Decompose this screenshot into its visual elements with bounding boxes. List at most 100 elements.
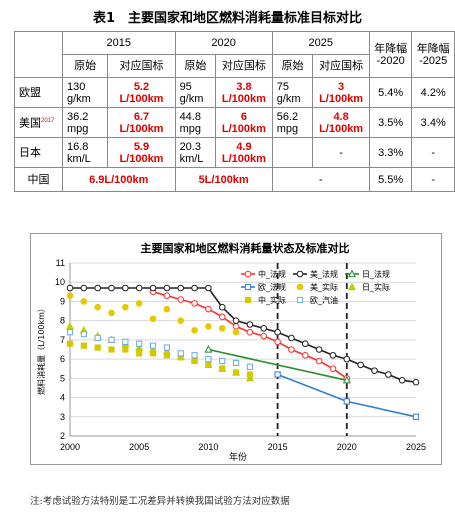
- row-label-cn: 中国: [14, 167, 63, 192]
- data-point: [66, 292, 74, 299]
- data-point: [301, 351, 309, 359]
- data-point: [246, 371, 254, 378]
- data-point: [108, 336, 115, 343]
- data-point: [149, 342, 157, 349]
- data-point: [149, 350, 157, 357]
- data-point: [205, 361, 212, 368]
- data-point: [66, 329, 74, 336]
- data-point: [398, 376, 406, 384]
- table-cell: [271, 137, 314, 168]
- data-point: [80, 298, 88, 305]
- table-cell: -: [312, 137, 370, 168]
- data-point: [274, 371, 281, 378]
- sub-header: 原始: [61, 54, 109, 78]
- series-line: [70, 287, 417, 383]
- series-line: [208, 348, 347, 382]
- y-axis-label: 燃料消耗量（L/100km）: [36, 304, 46, 395]
- data-point: [205, 323, 212, 330]
- data-point: [412, 378, 420, 386]
- data-point: [122, 346, 129, 353]
- data-point: [219, 357, 226, 365]
- data-point: [274, 338, 281, 346]
- data-point: [205, 356, 212, 363]
- y-tick-label: 2: [60, 431, 65, 441]
- data-point: [343, 355, 351, 363]
- table-cell: 3.8 L/100km: [215, 77, 273, 108]
- y-tick-label: 6: [60, 354, 65, 364]
- table-row-jp: 日本 16.8 km/L 5.9 L/100km 20.3 km/L 4.9 L…: [14, 137, 455, 168]
- data-point: [205, 284, 212, 292]
- x-axis-label: 年份: [229, 451, 247, 463]
- data-point: [232, 317, 240, 324]
- data-point: [122, 338, 129, 345]
- y-tick-label: 9: [60, 296, 65, 306]
- data-point: [357, 361, 364, 369]
- legend-entry: 美_法规: [310, 269, 338, 279]
- data-point: [66, 284, 74, 292]
- table-cell: 6.9L/100km: [61, 167, 176, 192]
- data-point: [135, 343, 144, 351]
- row-label-us-text: 美国: [19, 117, 41, 130]
- table-cell: 75 g/km: [271, 77, 314, 108]
- legend-entry: 中_实际: [258, 295, 286, 305]
- legend-entry: 欧_法规: [258, 282, 286, 292]
- data-point: [412, 413, 420, 420]
- data-point: [218, 303, 226, 311]
- table-cell: 5.2 L/100km: [107, 77, 176, 108]
- data-point: [177, 350, 184, 357]
- table-cell: 16.8 km/L: [61, 137, 109, 168]
- data-point: [246, 321, 254, 328]
- sub-header: 对应国标: [215, 54, 273, 78]
- row-label-jp: 日本: [14, 137, 63, 168]
- legend-marker: [347, 282, 357, 291]
- data-point: [343, 398, 350, 405]
- data-point: [177, 317, 185, 324]
- y-tick-label: 3: [60, 412, 65, 422]
- footnote: 注:考虑试验方法特别是工况差异并转换我国试验方法对应数据: [30, 496, 290, 507]
- x-tick-label: 2020: [337, 442, 357, 452]
- data-point: [218, 313, 226, 321]
- data-point: [219, 365, 226, 372]
- rate-header-2025-text: 年降幅 -2025: [416, 42, 450, 67]
- legend-entry: 美_实际: [310, 282, 338, 292]
- data-point: [246, 363, 254, 370]
- data-point: [385, 371, 392, 378]
- y-tick-label: 7: [60, 335, 65, 345]
- data-point: [329, 351, 337, 359]
- row-label-us-sup: 2017: [41, 118, 55, 125]
- y-tick-label: 8: [60, 316, 65, 326]
- data-point: [94, 334, 101, 342]
- x-tick-label: 2015: [268, 442, 288, 452]
- table-cell: -: [271, 167, 370, 192]
- table-cell: 5L/100km: [174, 167, 273, 192]
- table-cell: 36.2 mpg: [61, 107, 109, 138]
- table-title: 表1 主要国家和地区燃料消耗量标准目标对比: [92, 11, 363, 26]
- data-point: [191, 300, 198, 307]
- standards-table: 2015 2020 2025 年降幅 -2020 年降幅 -2025 原始 对应…: [14, 31, 455, 192]
- chart-title: 主要国家和地区燃料消耗量状态及标准对比: [141, 241, 350, 255]
- legend-marker: [347, 269, 357, 278]
- x-tick-label: 2025: [406, 442, 426, 452]
- table-cell: 130 g/km: [61, 77, 109, 108]
- year-header-2025: 2025: [271, 31, 370, 55]
- data-point: [136, 340, 143, 347]
- data-point: [122, 303, 129, 311]
- data-point: [65, 321, 75, 330]
- data-point: [288, 334, 295, 342]
- data-point: [80, 284, 88, 292]
- data-point: [205, 305, 212, 313]
- data-point: [191, 326, 198, 334]
- data-point: [122, 284, 129, 292]
- table-row-cn: 中国 6.9L/100km 5L/100km - 5.5% -: [14, 167, 455, 192]
- data-point: [301, 340, 309, 348]
- data-point: [135, 284, 143, 292]
- data-point: [191, 284, 198, 292]
- data-point: [94, 284, 101, 292]
- data-point: [80, 331, 87, 338]
- table-row-us: 美国2017 36.2 mpg 6.7 L/100km 44.8 mpg 6 L…: [14, 107, 455, 138]
- legend-marker: [244, 296, 252, 304]
- data-point: [149, 315, 157, 323]
- data-point: [94, 344, 101, 351]
- data-point: [246, 328, 254, 336]
